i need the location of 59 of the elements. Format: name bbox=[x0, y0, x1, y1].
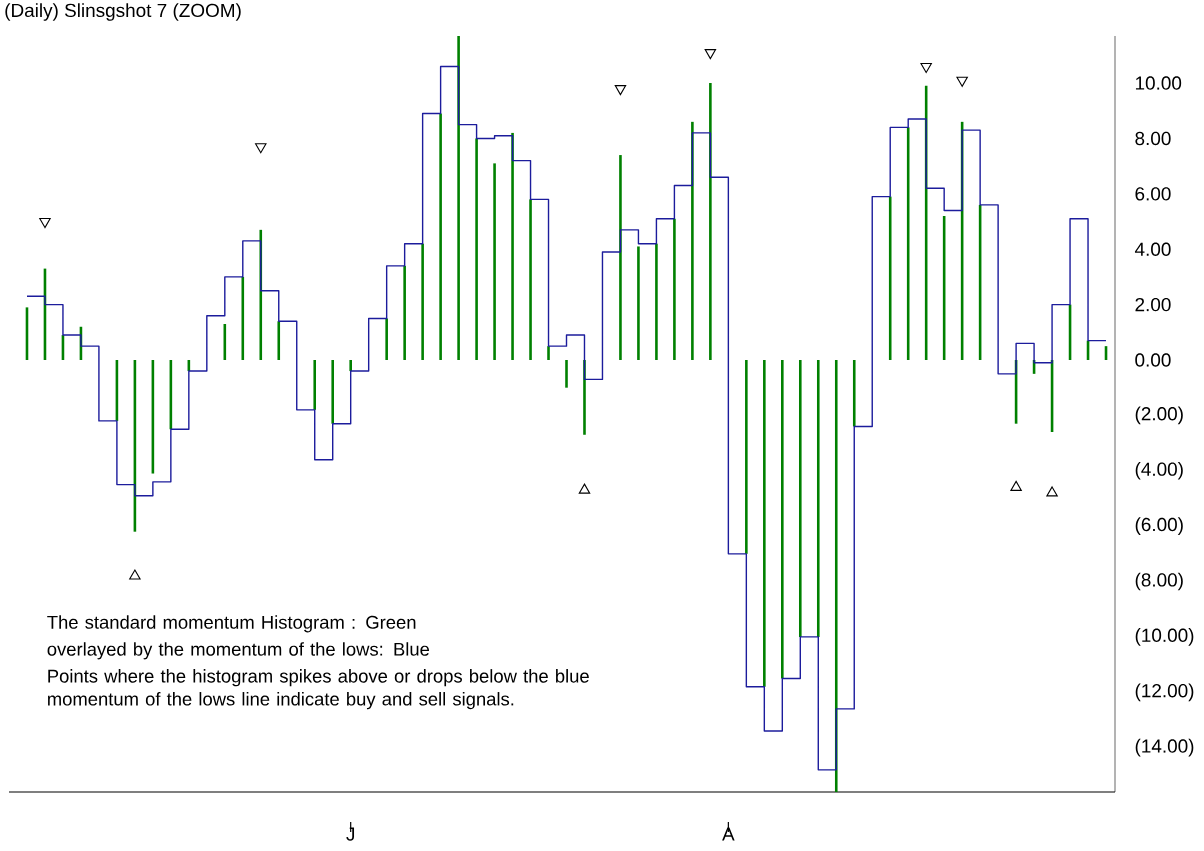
bar bbox=[313, 359, 317, 410]
bar bbox=[529, 199, 532, 360]
annotation: Points where the histogram spikes above or drops below the blue momentum of the lows line indicate buy and sell signals. bbox=[48, 669, 589, 710]
y-tick-label: 4.00 bbox=[1134, 242, 1171, 256]
bar bbox=[385, 318, 388, 360]
x-tick-label: A bbox=[722, 827, 735, 841]
point bbox=[129, 569, 141, 580]
bar bbox=[798, 359, 802, 637]
bar bbox=[745, 359, 748, 554]
bar bbox=[547, 346, 550, 360]
point bbox=[1010, 480, 1022, 491]
y-tick-label: 8.00 bbox=[1135, 131, 1171, 146]
y-tick-label: (10.00) bbox=[1135, 628, 1194, 646]
y-tick-label: (4.00) bbox=[1135, 461, 1183, 480]
bar bbox=[277, 321, 281, 360]
y-tick-label: (14.00) bbox=[1135, 738, 1194, 757]
annotation: overlayed by the momentum of the lows: Blue bbox=[47, 642, 430, 660]
bar bbox=[439, 113, 442, 360]
bar bbox=[511, 132, 514, 360]
y-tick-label: 0.00 bbox=[1135, 353, 1171, 367]
bar bbox=[888, 196, 892, 360]
point bbox=[578, 483, 591, 494]
bar bbox=[852, 359, 856, 427]
point bbox=[614, 85, 627, 96]
y-tick-label: 10.00 bbox=[1135, 76, 1182, 90]
bar bbox=[349, 359, 352, 372]
y-tick-label: (12.00) bbox=[1135, 683, 1194, 702]
y-tick-label: (6.00) bbox=[1135, 517, 1183, 535]
y-tick-label: 2.00 bbox=[1135, 297, 1171, 312]
bar bbox=[637, 246, 640, 360]
bar bbox=[709, 83, 712, 360]
annotation: The standard momentum Histogram : Green bbox=[47, 615, 416, 633]
point bbox=[956, 76, 968, 87]
bar bbox=[493, 163, 496, 360]
y-tick-label: 6.00 bbox=[1135, 187, 1171, 201]
chart-title: (Daily) Slinsgshot 7 (ZOOM) bbox=[5, 3, 241, 21]
bar bbox=[781, 359, 784, 679]
point bbox=[39, 217, 51, 229]
y-tick-label: (2.00) bbox=[1135, 406, 1183, 425]
bar bbox=[565, 359, 568, 388]
bar bbox=[816, 359, 820, 637]
point bbox=[255, 143, 267, 154]
y-tick-label: (8.00) bbox=[1135, 572, 1183, 591]
bar bbox=[655, 243, 658, 360]
bar bbox=[691, 121, 694, 360]
bar bbox=[834, 359, 838, 792]
bar bbox=[331, 359, 335, 424]
point bbox=[704, 49, 717, 60]
bar bbox=[241, 276, 245, 360]
point bbox=[1046, 486, 1058, 497]
bar bbox=[763, 359, 766, 687]
point bbox=[920, 62, 932, 73]
bar bbox=[475, 138, 478, 360]
bar bbox=[403, 265, 406, 360]
bar bbox=[457, 35, 460, 360]
x-tick-label: J bbox=[346, 827, 355, 841]
bar bbox=[421, 243, 424, 360]
bar bbox=[619, 155, 622, 360]
bar bbox=[673, 218, 676, 360]
